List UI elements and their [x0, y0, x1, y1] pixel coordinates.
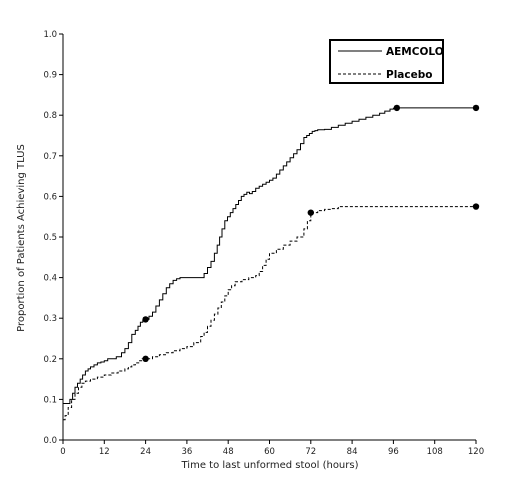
x-tick-label: 0	[60, 447, 65, 457]
censor-marker-placebo	[307, 209, 314, 216]
censor-marker-aemcolo	[472, 104, 480, 112]
censor-marker-aemcolo	[393, 104, 401, 112]
x-tick-label: 96	[388, 447, 399, 457]
x-axis-title: Time to last unformed stool (hours)	[181, 460, 359, 471]
y-tick-label: 0.9	[43, 71, 57, 81]
x-tick-label: 24	[140, 447, 151, 457]
y-tick-label: 0.6	[43, 192, 57, 202]
y-tick-label: 0.8	[43, 111, 57, 121]
y-tick-label: 0.1	[43, 395, 57, 405]
series-line-aemcolo	[63, 107, 476, 404]
x-tick-label: 72	[305, 447, 316, 457]
x-tick-label: 36	[181, 447, 192, 457]
y-tick-label: 0.7	[43, 152, 57, 162]
y-axis-title: Proportion of Patients Achieving TLUS	[16, 144, 27, 332]
marker-layer	[142, 104, 480, 362]
y-tick-label: 1.0	[43, 30, 57, 40]
y-tick-label: 0.2	[43, 355, 57, 365]
legend-label-placebo: Placebo	[386, 69, 432, 81]
censor-marker-aemcolo	[142, 316, 149, 323]
y-tick-label: 0.4	[43, 274, 57, 284]
x-tick-label: 108	[427, 447, 443, 457]
y-tick-label: 0.0	[43, 436, 57, 446]
x-tick-label: 48	[223, 447, 234, 457]
censor-marker-placebo	[142, 355, 149, 362]
legend-box	[329, 39, 444, 84]
legend-label-aemcolo: AEMCOLO	[386, 46, 444, 58]
series-layer	[63, 107, 476, 421]
y-tick-label: 0.3	[43, 314, 57, 324]
x-tick-label: 12	[99, 447, 110, 457]
series-line-placebo	[63, 206, 476, 421]
censor-marker-placebo	[472, 203, 480, 210]
x-tick-label: 84	[347, 447, 358, 457]
legend: AEMCOLO Placebo	[329, 39, 444, 84]
y-tick-label: 0.5	[43, 233, 57, 243]
x-tick-label: 60	[264, 447, 275, 457]
axes: 0.0 0.1 0.2 0.3 0.4 0.5 0.6 0.7 0.8 0.9 1.0 0 12 24 36…	[43, 30, 484, 457]
x-tick-label: 120	[468, 447, 484, 457]
